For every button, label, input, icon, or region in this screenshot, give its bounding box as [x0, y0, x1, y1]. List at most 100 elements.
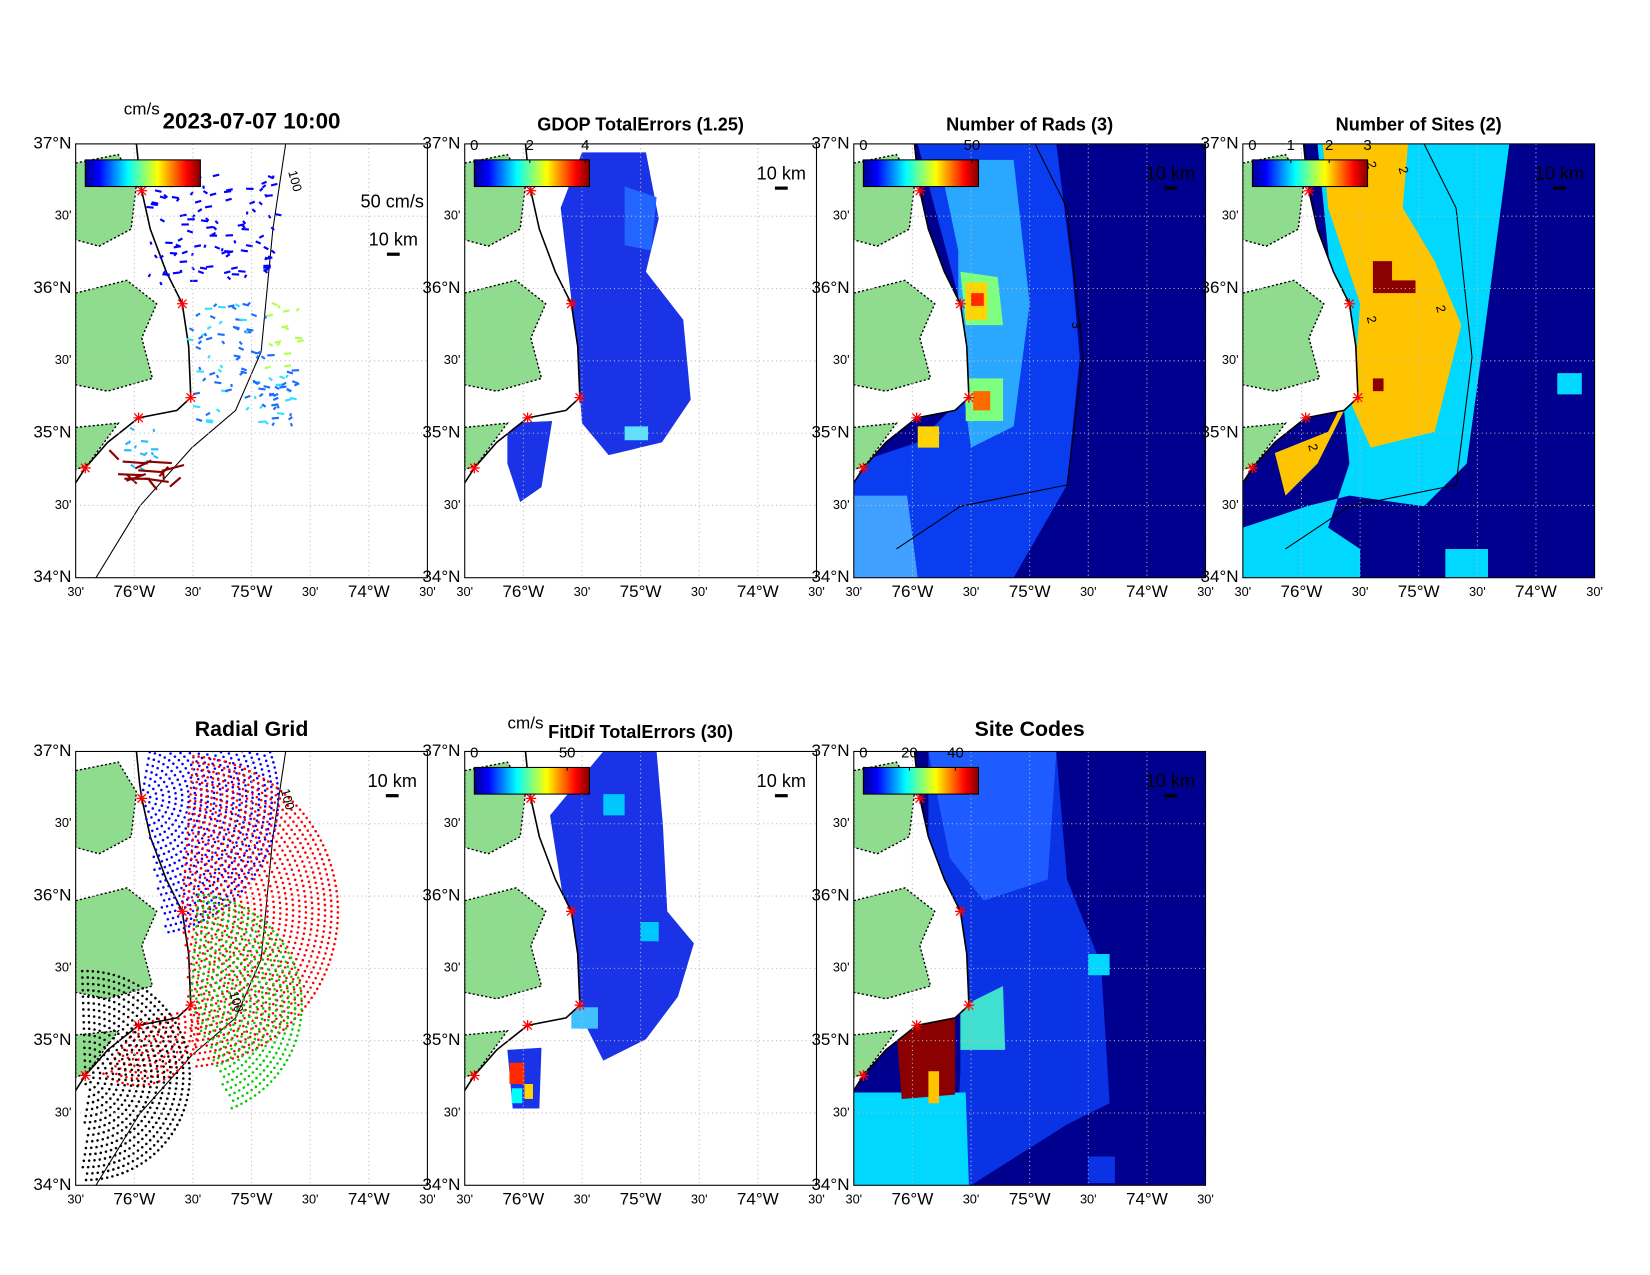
radial-grid-point	[145, 769, 148, 773]
y-tick-label: 30'	[833, 208, 850, 223]
radial-grid-point	[240, 916, 243, 920]
radial-grid-point	[246, 829, 250, 832]
radial-grid-point	[165, 785, 169, 788]
radial-grid-point	[261, 937, 265, 941]
radial-grid-point	[142, 1064, 146, 1067]
site-marker	[1344, 298, 1355, 310]
radial-grid-point	[245, 836, 249, 840]
radial-grid-point	[163, 912, 167, 915]
radial-grid-point	[235, 806, 238, 809]
radial-grid-point	[215, 1025, 219, 1029]
radial-grid-point	[239, 1072, 243, 1076]
radial-grid-point	[186, 956, 189, 960]
radial-grid-point	[120, 1046, 124, 1050]
radial-grid-point	[283, 840, 286, 844]
radial-grid-point	[192, 685, 195, 688]
radial-grid-point	[306, 856, 309, 859]
radial-grid-point	[153, 1004, 156, 1008]
radial-grid-point	[122, 991, 126, 994]
radial-grid-point	[93, 1055, 97, 1058]
current-vector	[200, 219, 209, 223]
radial-grid-point	[93, 1062, 96, 1066]
radial-grid-point	[148, 795, 152, 799]
radial-grid-point	[123, 1099, 127, 1102]
radial-grid-point	[233, 766, 237, 770]
radial-grid-point	[141, 1077, 144, 1080]
radial-grid-point	[224, 1088, 228, 1091]
x-tick-label: 30'	[691, 1192, 708, 1207]
radial-grid-point	[219, 945, 223, 948]
radial-grid-point	[219, 1031, 223, 1034]
radial-grid-point	[152, 1049, 155, 1052]
radial-grid-point	[288, 863, 292, 866]
field-cell	[917, 426, 940, 448]
map-body	[464, 751, 694, 1109]
panel-title: 2023-07-07 10:00	[163, 108, 341, 133]
radial-grid-point	[279, 960, 283, 963]
radial-grid-point	[277, 804, 281, 808]
radial-grid-point	[294, 1039, 298, 1043]
radial-grid-point	[80, 969, 84, 973]
x-tick-label: 30'	[808, 1192, 825, 1207]
radial-grid-point	[136, 1123, 140, 1127]
y-tick-label: 30'	[444, 815, 461, 830]
radial-grid-point	[131, 1083, 135, 1087]
radial-grid-point	[222, 995, 226, 998]
radial-grid-point	[196, 777, 200, 781]
radial-grid-point	[289, 982, 292, 985]
radial-grid-point	[87, 1008, 90, 1011]
radial-grid-point	[262, 1069, 266, 1072]
radial-grid-point	[211, 812, 214, 816]
radial-grid-point	[202, 762, 205, 765]
current-vector	[209, 371, 216, 376]
panel-title: GDOP TotalErrors (1.25)	[537, 115, 744, 135]
radial-grid-point	[264, 802, 267, 805]
radial-grid-point	[286, 858, 289, 862]
radial-grid-point	[271, 857, 274, 860]
radial-grid-point	[115, 1072, 118, 1076]
radial-grid-point	[215, 929, 219, 933]
radial-grid-point	[186, 741, 189, 744]
radial-grid-point	[150, 1075, 153, 1078]
radial-grid-point	[196, 899, 200, 903]
radial-grid-point	[196, 1032, 199, 1036]
radial-grid-point	[333, 942, 336, 946]
radial-grid-point	[230, 1047, 233, 1051]
y-tick-label: 37°N	[1200, 133, 1238, 152]
radial-grid-point	[213, 682, 216, 685]
radial-grid-point	[239, 971, 243, 975]
radial-grid-point	[230, 1016, 233, 1019]
radial-grid-point	[214, 1002, 218, 1005]
current-vector	[274, 385, 280, 391]
radial-grid-point	[130, 1051, 134, 1054]
field-cell	[928, 1071, 940, 1104]
radial-grid-point	[160, 1054, 164, 1058]
radial-grid-point	[167, 800, 171, 804]
radial-grid-point	[187, 843, 191, 846]
radial-grid-point	[232, 951, 236, 955]
radial-grid-point	[158, 727, 161, 730]
radial-grid-point	[243, 851, 246, 855]
radial-grid-point	[197, 830, 200, 834]
radial-grid-point	[186, 975, 190, 979]
radial-grid-point	[175, 1082, 178, 1085]
radial-grid-point	[298, 904, 301, 908]
radial-grid-point	[236, 1055, 240, 1058]
radial-grid-point	[292, 820, 295, 823]
radial-grid-point	[263, 836, 267, 839]
radial-grid-point	[169, 877, 172, 880]
y-tick-label: 37°N	[811, 741, 849, 760]
radial-grid-point	[208, 745, 211, 748]
radial-grid-point	[329, 899, 333, 902]
radial-grid-point	[179, 921, 183, 924]
radial-grid-point	[124, 1073, 128, 1076]
radial-grid-point	[308, 933, 312, 936]
radial-grid-point	[218, 1021, 222, 1024]
radial-grid-point	[204, 779, 207, 782]
radial-grid-point	[210, 858, 214, 861]
radial-grid-point	[189, 727, 192, 730]
radial-grid-point	[260, 918, 264, 922]
radial-grid-point	[324, 848, 327, 852]
y-tick-label: 36°N	[33, 278, 71, 297]
radial-grid-point	[177, 928, 181, 931]
